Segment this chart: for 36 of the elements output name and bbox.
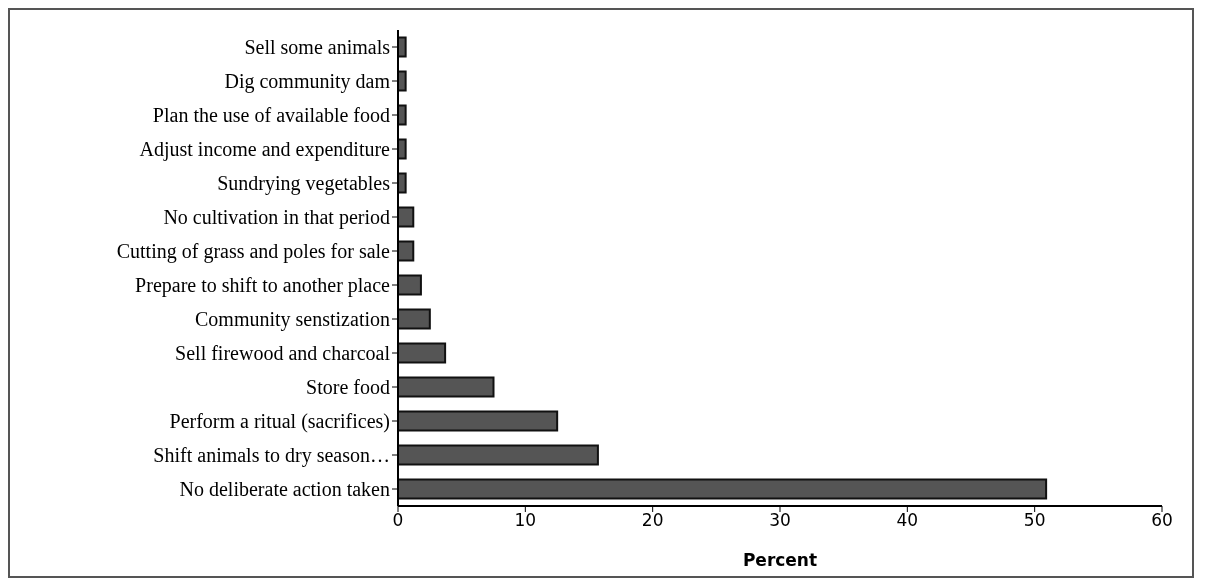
y-tick-label: Sell some animals [244,36,391,59]
x-tick-label: 10 [514,510,537,531]
x-tick-label: 20 [641,510,664,531]
bar [398,376,495,398]
x-tick-label: 60 [1151,510,1173,531]
bar [398,274,422,296]
bar [398,410,559,432]
bar [398,70,407,92]
bar [398,36,407,58]
y-tick-label: No cultivation in that period [163,206,390,230]
bar [398,104,407,126]
bar [398,138,407,160]
y-tick-label: Perform a ritual (sacrifices) [169,410,390,434]
x-axis-title: Percent [742,550,818,570]
bar [398,172,407,194]
x-tick-label: 40 [896,510,919,531]
x-tick-label: 50 [1023,510,1046,531]
y-tick-label: Community senstization [195,308,390,332]
x-tick-label: 0 [392,510,404,531]
y-tick-label: Sell firewood and charcoal [175,342,391,365]
y-tick-label: Sundrying vegetables [217,172,391,196]
bar [398,206,415,228]
y-tick-label: No deliberate action taken [179,478,390,501]
y-tick-label: Dig community dam [224,70,391,94]
bar [398,444,599,466]
bar [398,308,431,330]
y-tick-label: Plan the use of available food [152,104,390,127]
y-tick-label: Store food [306,376,390,399]
bar [398,342,447,364]
y-tick-label: Prepare to shift to another place [135,274,391,298]
bar [398,478,1048,500]
y-tick-label: Shift animals to dry season… [153,444,390,468]
x-tick-label: 30 [769,510,791,531]
y-tick-label: Cutting of grass and poles for sale [116,240,391,264]
bar [398,240,415,262]
y-tick-label: Adjust income and expenditure [139,138,391,162]
